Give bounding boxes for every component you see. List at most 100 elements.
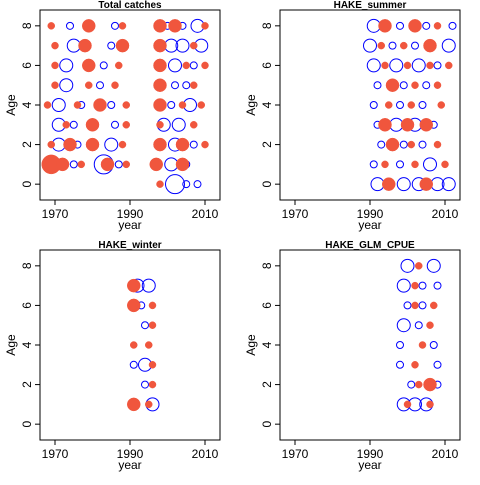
- negative-residual-bubble: [396, 21, 404, 30]
- negative-residual-bubble: [363, 38, 377, 53]
- positive-residual-bubble: [111, 81, 119, 89]
- positive-residual-bubble: [82, 58, 96, 73]
- panel-title: Total catches: [98, 0, 162, 11]
- negative-residual-bubble: [418, 140, 427, 149]
- positive-residual-bubble: [415, 380, 423, 389]
- positive-residual-bubble: [115, 38, 130, 53]
- positive-residual-bubble: [153, 58, 167, 73]
- positive-residual-bubble: [77, 160, 85, 169]
- panel-title: HAKE_winter: [98, 240, 161, 251]
- negative-residual-bubble: [189, 140, 198, 149]
- negative-residual-bubble: [396, 318, 411, 333]
- positive-residual-bubble: [55, 157, 70, 172]
- plot-frame: [279, 249, 461, 441]
- positive-residual-bubble: [63, 137, 77, 152]
- negative-residual-bubble: [418, 101, 427, 109]
- positive-residual-bubble: [411, 81, 419, 89]
- negative-residual-bubble: [141, 321, 149, 330]
- negative-residual-bubble: [441, 177, 456, 192]
- y-tick-label: 8: [260, 22, 274, 29]
- negative-residual-bubble: [400, 258, 415, 273]
- positive-residual-bubble: [403, 61, 412, 70]
- positive-residual-bubble: [51, 41, 59, 50]
- negative-residual-bubble: [107, 41, 116, 50]
- negative-residual-bubble: [433, 61, 442, 70]
- positive-residual-bubble: [122, 101, 130, 109]
- positive-residual-bubble: [73, 101, 82, 109]
- positive-residual-bubble: [182, 61, 190, 70]
- positive-residual-bubble: [78, 38, 92, 53]
- y-axis-label: Age: [244, 94, 258, 116]
- negative-residual-bubble: [418, 301, 427, 310]
- positive-residual-bubble: [168, 19, 182, 33]
- panel-title: HAKE_GLM_CPUE: [325, 240, 415, 251]
- y-tick-label: 0: [260, 421, 274, 428]
- negative-residual-bubble: [403, 301, 412, 310]
- positive-residual-bubble: [122, 121, 130, 129]
- negative-residual-bubble: [426, 258, 441, 273]
- negative-residual-bubble: [418, 281, 427, 290]
- negative-residual-bubble: [96, 81, 104, 90]
- negative-residual-bubble: [111, 21, 119, 30]
- positive-residual-bubble: [148, 321, 157, 329]
- positive-residual-bubble: [197, 101, 205, 109]
- negative-residual-bubble: [396, 278, 411, 293]
- negative-residual-bubble: [51, 98, 66, 112]
- x-tick-label: 1990: [357, 447, 384, 461]
- negative-residual-bubble: [433, 281, 442, 290]
- y-tick-label: 6: [20, 302, 34, 309]
- positive-residual-bubble: [418, 341, 427, 349]
- y-tick-label: 2: [20, 381, 34, 388]
- y-tick-label: 6: [260, 62, 274, 69]
- positive-residual-bubble: [153, 78, 167, 92]
- positive-residual-bubble: [415, 262, 423, 270]
- panel-1: Total catches 1970 1990 2010 0 2 4 6 8 year Age: [4, 0, 221, 232]
- positive-residual-bubble: [426, 61, 434, 70]
- x-tick-label: 1990: [117, 447, 144, 461]
- positive-residual-bubble: [190, 81, 198, 89]
- positive-residual-bubble: [411, 301, 419, 310]
- positive-residual-bubble: [377, 41, 385, 50]
- positive-residual-bubble: [153, 98, 167, 112]
- positive-residual-bubble: [426, 321, 434, 329]
- panel-title: HAKE_summer: [334, 0, 407, 11]
- negative-residual-bubble: [396, 341, 404, 349]
- positive-residual-bubble: [437, 101, 445, 109]
- positive-residual-bubble: [43, 101, 52, 109]
- positive-residual-bubble: [407, 101, 415, 109]
- positive-residual-bubble: [400, 41, 408, 50]
- negative-residual-bubble: [407, 380, 416, 389]
- negative-residual-bubble: [66, 21, 74, 30]
- y-tick-label: 8: [20, 22, 34, 29]
- x-tick-label: 1970: [282, 207, 309, 221]
- negative-residual-bubble: [414, 321, 423, 330]
- y-axis-label: Age: [4, 334, 18, 356]
- positive-residual-bubble: [201, 22, 209, 30]
- positive-residual-bubble: [149, 157, 163, 172]
- negative-residual-bubble: [411, 58, 426, 73]
- positive-residual-bubble: [411, 160, 419, 169]
- positive-residual-bubble: [433, 140, 442, 149]
- positive-residual-bubble: [130, 341, 138, 349]
- negative-residual-bubble: [389, 58, 404, 73]
- positive-residual-bubble: [381, 160, 389, 169]
- positive-residual-bubble: [85, 137, 100, 152]
- negative-residual-bubble: [396, 360, 404, 369]
- negative-residual-bubble: [107, 101, 116, 109]
- panel-3: HAKE_winter 1970 1990 2010 0 2 4 6 8 year Age: [4, 240, 221, 472]
- y-tick-label: 8: [20, 262, 34, 269]
- negative-residual-bubble: [433, 360, 442, 369]
- y-tick-label: 8: [260, 262, 274, 269]
- positive-residual-bubble: [47, 22, 55, 30]
- positive-residual-bubble: [62, 121, 70, 129]
- positive-residual-bubble: [408, 19, 422, 33]
- positive-residual-bubble: [190, 121, 198, 129]
- y-axis-label: Age: [4, 94, 18, 116]
- negative-residual-bubble: [99, 61, 108, 70]
- negative-residual-bubble: [189, 61, 198, 70]
- positive-residual-bubble: [178, 101, 187, 109]
- positive-residual-bubble: [411, 281, 419, 290]
- positive-residual-bubble: [156, 180, 164, 188]
- negative-residual-bubble: [388, 41, 397, 50]
- y-tick-label: 6: [20, 62, 34, 69]
